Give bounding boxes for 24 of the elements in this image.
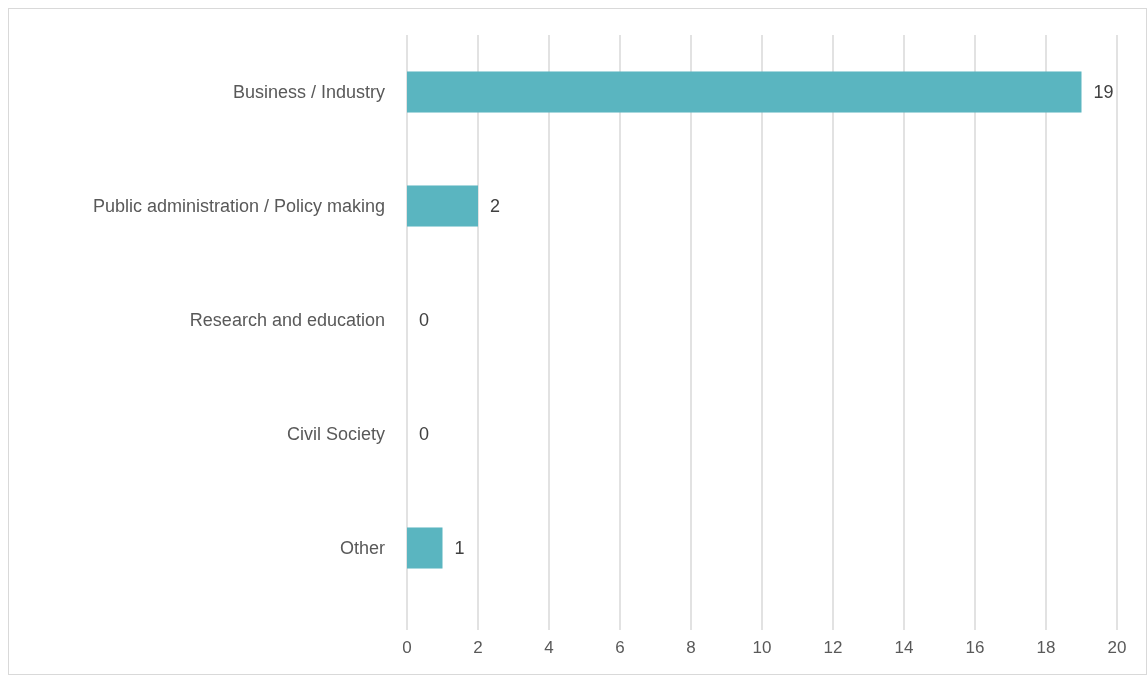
y-tick-label: Business / Industry <box>232 82 385 103</box>
x-tick-label: 6 <box>615 638 625 657</box>
data-label: 0 <box>419 310 430 331</box>
x-tick-label: 10 <box>752 638 772 657</box>
bar <box>407 527 443 569</box>
x-tick-label: 4 <box>544 638 554 657</box>
y-tick-label: Research and education <box>189 310 385 331</box>
data-label: 2 <box>490 196 501 217</box>
x-tick-label: 18 <box>1036 638 1056 657</box>
x-tick-label: 12 <box>823 638 843 657</box>
bar <box>407 185 478 227</box>
x-tick-label: 16 <box>965 638 985 657</box>
bar <box>407 71 1082 113</box>
x-tick-label: 14 <box>894 638 914 657</box>
y-tick-label: Other <box>339 538 385 559</box>
data-label: 19 <box>1093 82 1114 103</box>
y-tick-label: Public administration / Policy making <box>92 196 385 217</box>
x-tick-label: 20 <box>1107 638 1127 657</box>
x-tick-label: 0 <box>402 638 412 657</box>
data-label: 1 <box>454 538 465 559</box>
data-label: 0 <box>419 424 430 445</box>
x-tick-label: 2 <box>473 638 483 657</box>
x-tick-label: 8 <box>686 638 696 657</box>
y-tick-label: Civil Society <box>286 424 385 445</box>
